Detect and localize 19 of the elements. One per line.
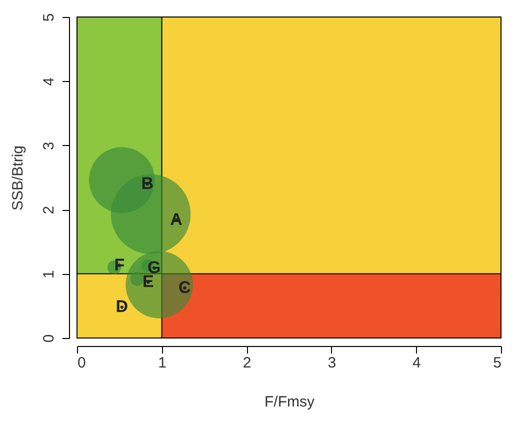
y-tick-label: 1	[40, 270, 58, 278]
y-axis-title: SSB/Btrig	[10, 145, 26, 211]
data-label: D	[116, 297, 128, 316]
x-tick-label: 5	[493, 354, 502, 372]
data-label: B	[141, 174, 154, 193]
data-label: C	[178, 278, 191, 297]
y-tick-label: 3	[40, 142, 58, 150]
data-label: A	[170, 210, 182, 229]
x-tick-label: 3	[328, 354, 336, 372]
y-tick-label: 0	[40, 334, 58, 343]
x-tick-label: 4	[412, 354, 421, 372]
x-tick-label: 0	[78, 354, 86, 372]
x-tick-label: 2	[242, 354, 252, 372]
data-label: E	[142, 272, 154, 292]
x-axis-title: F/Fmsy	[264, 394, 315, 410]
y-tick-label: 5	[40, 13, 58, 22]
x-tick-label: 1	[158, 354, 166, 372]
y-tick-label: 4	[40, 78, 58, 86]
y-tick-label: 2	[40, 206, 58, 214]
